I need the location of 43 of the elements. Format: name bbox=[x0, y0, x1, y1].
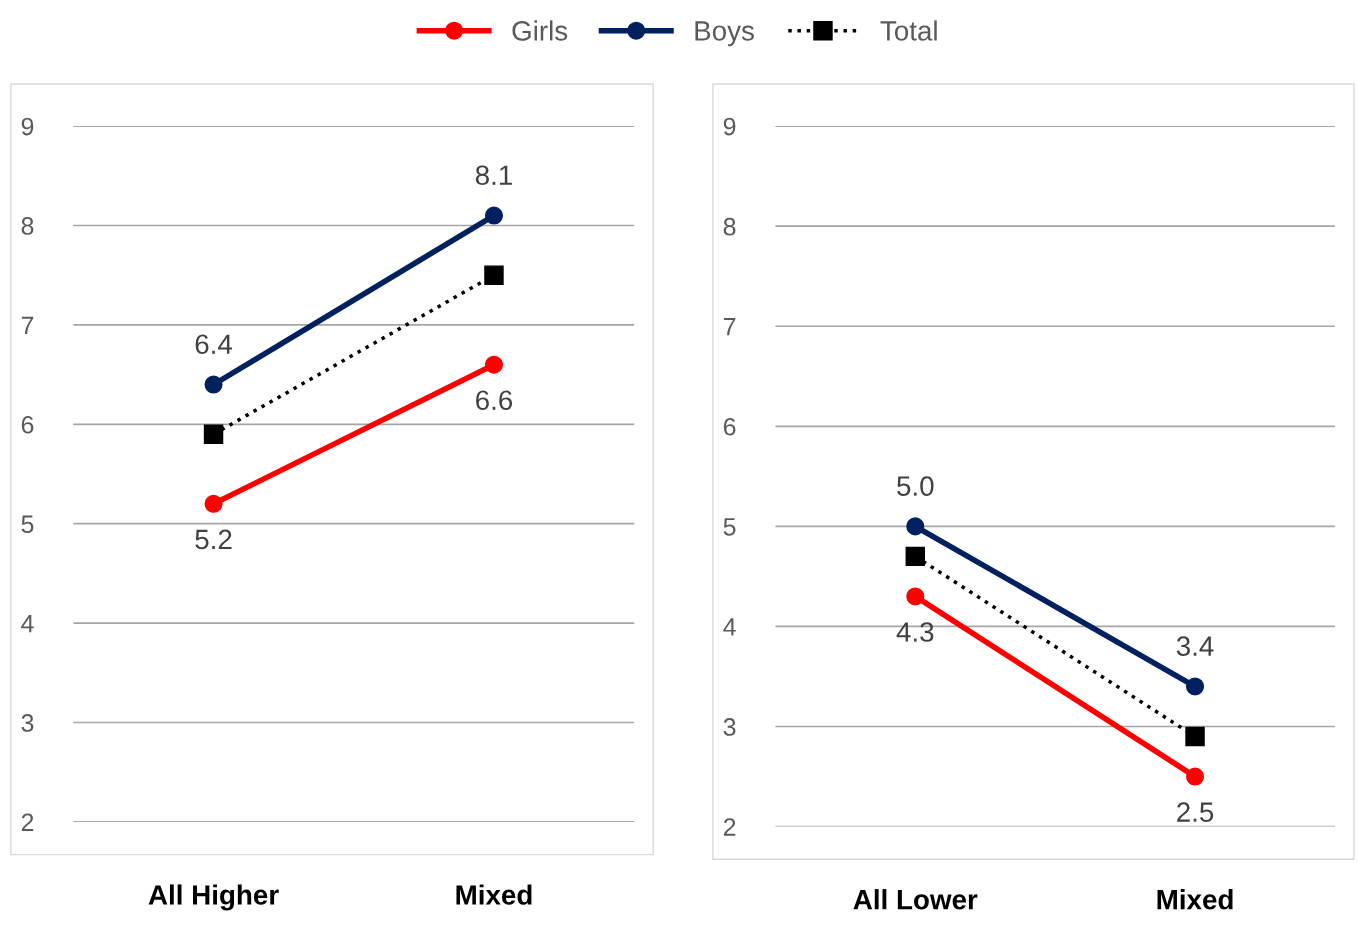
legend-label: Total bbox=[880, 20, 937, 41]
point bbox=[1186, 677, 1205, 696]
point bbox=[905, 546, 926, 567]
data-label: 5.2 bbox=[195, 529, 232, 550]
data-label: 6.6 bbox=[476, 390, 513, 411]
y-tick-label: 5 bbox=[723, 518, 736, 536]
point bbox=[484, 265, 504, 285]
point bbox=[484, 206, 504, 225]
legend-label: Boys bbox=[695, 21, 754, 47]
y-tick-label: 4 bbox=[21, 614, 34, 633]
data-label: 6.4 bbox=[195, 334, 233, 355]
y-tick-label: 5 bbox=[21, 515, 34, 534]
y-tick-label: 9 bbox=[21, 117, 34, 136]
point bbox=[906, 517, 925, 536]
point bbox=[1186, 767, 1205, 786]
x-tick-label: Mixed bbox=[456, 884, 532, 905]
y-tick-label: 2 bbox=[723, 818, 736, 836]
y-tick-label: 8 bbox=[723, 217, 736, 236]
point bbox=[1185, 726, 1205, 747]
y-tick-label: 3 bbox=[21, 714, 34, 732]
point bbox=[484, 355, 504, 374]
x-tick-label: Mixed bbox=[1157, 889, 1233, 910]
data-label: 4.3 bbox=[896, 622, 934, 642]
data-label: 8.1 bbox=[475, 165, 512, 186]
x-tick-label: All Lower bbox=[853, 889, 978, 910]
y-tick-label: 2 bbox=[21, 813, 34, 831]
y-tick-label: 8 bbox=[21, 217, 34, 235]
y-tick-label: 3 bbox=[723, 718, 736, 736]
y-tick-label: 6 bbox=[723, 417, 736, 436]
y-tick-label: 7 bbox=[723, 318, 736, 336]
data-label: 2.5 bbox=[1177, 802, 1214, 822]
y-tick-label: 7 bbox=[21, 316, 34, 334]
x-tick-label: All Higher bbox=[148, 884, 279, 911]
data-label: 5.0 bbox=[897, 476, 934, 496]
y-tick-label: 6 bbox=[21, 415, 34, 434]
data-label: 3.4 bbox=[1176, 636, 1214, 656]
point bbox=[204, 494, 223, 513]
legend-label: Girls bbox=[512, 20, 568, 41]
y-tick-label: 9 bbox=[723, 117, 736, 136]
point bbox=[204, 375, 223, 394]
point bbox=[203, 424, 224, 444]
point bbox=[906, 587, 925, 606]
y-tick-label: 4 bbox=[723, 618, 736, 636]
